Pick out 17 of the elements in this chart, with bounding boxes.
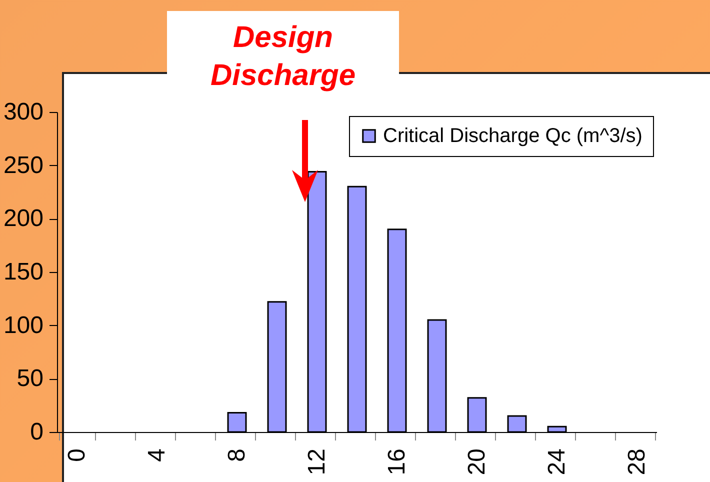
y-tick-label: 50 bbox=[16, 365, 44, 392]
x-tick-label: 4 bbox=[144, 448, 170, 462]
text: Design Discharge bbox=[167, 11, 399, 103]
x-tick-label: 16 bbox=[384, 448, 410, 476]
x-tick-label: 8 bbox=[224, 448, 250, 462]
x-tick-label: 28 bbox=[624, 448, 650, 476]
x-tick-label: 24 bbox=[544, 448, 570, 476]
x-tick-label: 0 bbox=[64, 448, 90, 462]
legend-label: Critical Discharge Qc (m^3/s) bbox=[383, 125, 642, 147]
x-tick-label: 20 bbox=[464, 448, 490, 476]
y-tick-label: 150 bbox=[3, 258, 44, 286]
y-tick-label: 0 bbox=[30, 418, 44, 446]
y-tick-label: 250 bbox=[3, 152, 44, 179]
y-tick-label: 300 bbox=[3, 98, 44, 126]
x-tick-label: 12 bbox=[304, 448, 330, 476]
y-tick-label: 100 bbox=[3, 312, 44, 339]
y-tick-label: 200 bbox=[3, 205, 44, 232]
